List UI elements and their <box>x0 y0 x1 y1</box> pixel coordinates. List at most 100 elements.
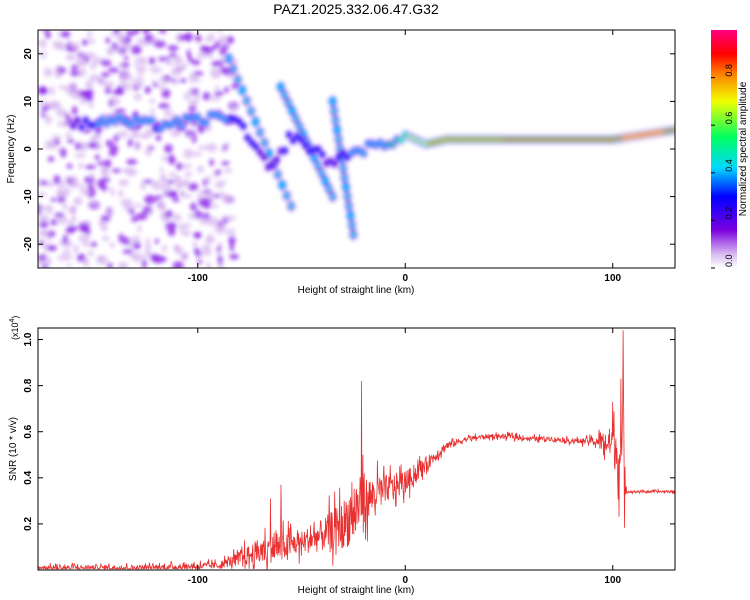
noise-blob <box>164 108 173 117</box>
noise-blob <box>110 96 116 106</box>
y-tick-label: 0.2 <box>23 517 34 531</box>
snr-multiplier-exp: 4 <box>9 318 16 322</box>
noise-blob <box>196 51 208 59</box>
noise-blob <box>88 183 95 192</box>
noise-blob <box>67 219 75 226</box>
noise-blob <box>161 191 166 199</box>
streak-core <box>336 136 341 142</box>
noise-blob <box>144 86 151 94</box>
streak-core <box>335 127 340 133</box>
streak-core <box>235 77 240 83</box>
noise-blob <box>78 68 87 78</box>
noise-blob <box>174 245 184 256</box>
noise-blob <box>168 172 177 177</box>
noise-blob <box>190 202 197 212</box>
noise-blob <box>132 86 140 91</box>
noise-blob <box>158 30 167 34</box>
noise-blob <box>161 56 171 62</box>
colorbar-tick-label: 0.0 <box>724 254 734 267</box>
noise-blob <box>153 40 166 48</box>
noise-blob <box>38 254 46 261</box>
noise-blob <box>219 48 227 56</box>
noise-blob <box>40 50 47 59</box>
noise-blob <box>157 85 166 90</box>
noise-blob <box>201 244 212 253</box>
noise-blob <box>214 90 224 97</box>
noise-blob <box>50 219 58 226</box>
noise-blob <box>187 182 199 191</box>
noise-blob <box>165 221 177 231</box>
streak-core <box>315 162 320 168</box>
noise-blob <box>84 164 97 170</box>
noise-blob <box>138 133 146 139</box>
noise-blob <box>46 244 58 252</box>
noise-blob <box>79 53 85 60</box>
noise-blob <box>161 88 171 99</box>
noise-blob <box>76 253 86 262</box>
noise-blob <box>205 126 212 132</box>
colorbar-tick-label: 0.8 <box>724 64 734 77</box>
noise-blob <box>198 199 206 207</box>
noise-blob <box>217 254 223 265</box>
noise-blob <box>135 212 148 221</box>
noise-blob <box>118 189 124 198</box>
ridge-core <box>361 151 366 156</box>
noise-blob <box>123 55 129 61</box>
noise-blob <box>87 141 99 149</box>
noise-blob <box>43 67 53 77</box>
spectrogram-x-label: Height of straight line (km) <box>298 285 415 296</box>
noise-blob <box>62 201 68 210</box>
streak-core <box>286 100 291 106</box>
noise-blob <box>224 215 236 221</box>
noise-blob <box>55 69 62 80</box>
noise-blob <box>170 67 182 77</box>
ridge-core <box>104 122 109 126</box>
streak-core <box>343 184 348 190</box>
spectrogram-y-ticks: -20 -10 0 10 20 <box>23 48 675 251</box>
noise-blob <box>89 74 101 82</box>
noise-blob <box>199 218 211 225</box>
noise-blob <box>125 205 130 214</box>
noise-blob <box>195 248 201 258</box>
spectrogram-ridge <box>69 109 675 173</box>
noise-blob <box>173 55 183 66</box>
ridge-core <box>258 150 263 154</box>
noise-blob <box>96 255 109 265</box>
noise-blob <box>38 86 48 94</box>
noise-blob <box>145 237 151 246</box>
noise-blob <box>97 161 106 166</box>
ridge-core <box>75 118 80 122</box>
ridge-core <box>241 124 246 128</box>
noise-blob <box>231 83 239 90</box>
noise-blob <box>222 194 232 205</box>
noise-blob <box>48 86 55 96</box>
noise-blob <box>160 183 172 192</box>
noise-blob <box>215 84 220 91</box>
ridge-core <box>345 155 350 159</box>
streak-core <box>330 194 335 200</box>
noise-blob <box>88 101 94 109</box>
noise-blob <box>155 134 162 142</box>
noise-blob <box>100 72 110 78</box>
spectrogram-y-label: Frequency (Hz) <box>6 115 17 184</box>
noise-blob <box>158 56 163 62</box>
noise-blob <box>142 30 150 35</box>
ridge-core <box>133 116 138 120</box>
noise-blob <box>148 57 156 65</box>
noise-blob <box>223 167 233 174</box>
streak-core <box>346 203 351 209</box>
noise-blob <box>149 107 155 115</box>
noise-blob <box>130 44 142 55</box>
noise-blob <box>174 181 184 191</box>
noise-blob <box>183 92 191 101</box>
noise-blob <box>188 73 197 83</box>
noise-blob <box>223 87 230 93</box>
noise-blob <box>180 164 193 169</box>
noise-blob <box>175 162 183 171</box>
noise-blob <box>108 151 117 157</box>
noise-blob <box>202 250 213 256</box>
noise-blob <box>161 155 168 162</box>
noise-blob <box>71 212 77 223</box>
noise-blob <box>217 30 223 33</box>
noise-blob <box>214 169 222 175</box>
